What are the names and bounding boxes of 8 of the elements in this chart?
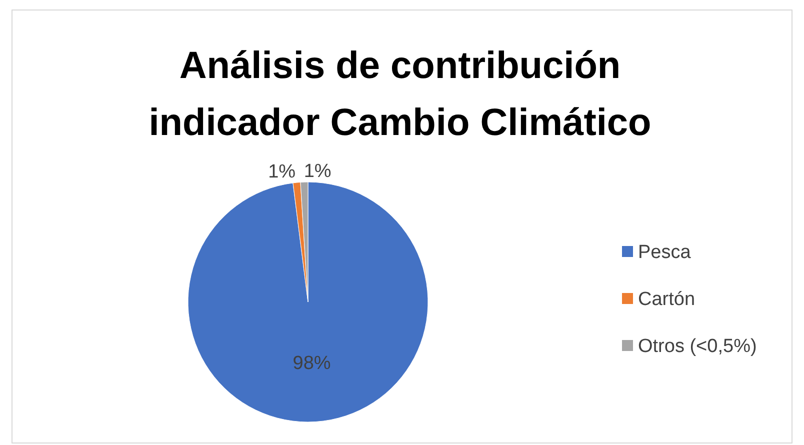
chart-title: Análisis de contribución indicador Cambio Climático — [148, 45, 652, 144]
legend-label: Pesca — [638, 242, 692, 263]
data-label: 98% — [292, 352, 331, 374]
legend-label: Cartón — [638, 289, 696, 310]
pie-slice — [188, 182, 428, 422]
data-label: 1% — [268, 162, 296, 183]
legend-label: Otros (<0,5%) — [638, 336, 757, 357]
data-label: 1% — [304, 161, 332, 182]
